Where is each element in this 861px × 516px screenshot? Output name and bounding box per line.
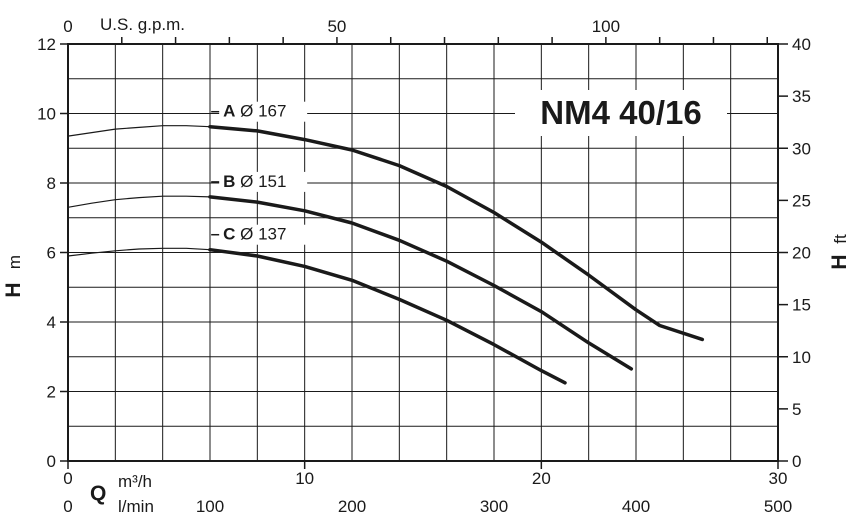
axes <box>60 37 788 469</box>
x-axis-tick-label: 0 <box>63 469 72 488</box>
top-axis-tick-label: 0 <box>63 17 72 36</box>
curve-label-letter: B <box>223 172 235 191</box>
x-axis-unit-lmin: l/min <box>118 497 154 516</box>
curve-label-diameter: Ø 151 <box>235 172 286 191</box>
x-axis-lmin-tick-label: 300 <box>480 497 508 516</box>
curve-label-background <box>219 101 308 122</box>
curve-b <box>208 195 634 371</box>
curve-c <box>208 247 567 385</box>
y-axis-right-tick-label: 30 <box>792 139 811 158</box>
curves <box>67 124 705 385</box>
curve-b-extension <box>67 195 211 208</box>
y-axis-right-tick-label: 20 <box>792 244 811 263</box>
x-axis-tick-label: 10 <box>295 469 314 488</box>
y-axis-left-tick-label: 0 <box>47 452 56 471</box>
y-axis-right-tick-label: 10 <box>792 348 811 367</box>
top-axis-tick-label: 50 <box>327 17 346 36</box>
x-axis-title: Q <box>90 482 106 505</box>
y-axis-left-tick-label: 10 <box>37 105 56 124</box>
curve-label-a: A Ø 167 <box>223 102 286 121</box>
x-axis-lmin-tick-label: 200 <box>338 497 366 516</box>
top-axis-tick-label: 100 <box>592 17 620 36</box>
curve-label-background <box>219 224 308 245</box>
x-axis-lmin-tick-label: 0 <box>63 497 72 516</box>
y-axis-left-tick-label: 6 <box>47 244 56 263</box>
x-axis-lmin-tick-label: 400 <box>622 497 650 516</box>
y-axis-right-tick-label: 40 <box>792 35 811 54</box>
y-axis-right-tick-label: 35 <box>792 87 811 106</box>
curve-label-diameter: Ø 167 <box>235 102 286 121</box>
x-axis-tick-label: 30 <box>769 469 788 488</box>
x-axis-lmin-tick-label: 500 <box>764 497 792 516</box>
y-axis-left-title: H <box>2 282 25 297</box>
chart-title-box <box>515 90 727 136</box>
y-axis-left-tick-label: 4 <box>47 313 56 332</box>
y-axis-right-tick-label: 25 <box>792 191 811 210</box>
y-axis-right-title: H <box>828 254 851 269</box>
y-axis-right-tick-label: 5 <box>792 400 801 419</box>
y-axis-right-unit: ft <box>831 234 850 244</box>
y-axis-left-tick-label: 12 <box>37 35 56 54</box>
curve-label-b: B Ø 151 <box>223 172 286 191</box>
curve-label-c: C Ø 137 <box>223 225 286 244</box>
curve-label-background <box>219 171 308 192</box>
x-axis-tick-label: 20 <box>532 469 551 488</box>
curve-a-extension <box>67 125 211 137</box>
curve-label-letter: C <box>223 225 235 244</box>
y-axis-right-tick-label: 15 <box>792 296 811 315</box>
top-axis-unit-gpm: U.S. g.p.m. <box>100 15 185 34</box>
y-axis-right-tick-label: 0 <box>792 452 801 471</box>
curve-c-extension <box>67 247 211 257</box>
y-axis-left-tick-label: 2 <box>47 383 56 402</box>
y-axis-left-tick-label: 8 <box>47 174 56 193</box>
y-axis-left-unit: m <box>5 255 24 269</box>
curve-a <box>208 124 705 342</box>
curve-label-letter: A <box>223 102 235 121</box>
chart-title: NM4 40/16 <box>540 94 701 131</box>
curve-label-diameter: Ø 137 <box>235 225 286 244</box>
x-axis-lmin-tick-label: 100 <box>196 497 224 516</box>
x-axis-unit-m3h: m³/h <box>118 472 152 491</box>
